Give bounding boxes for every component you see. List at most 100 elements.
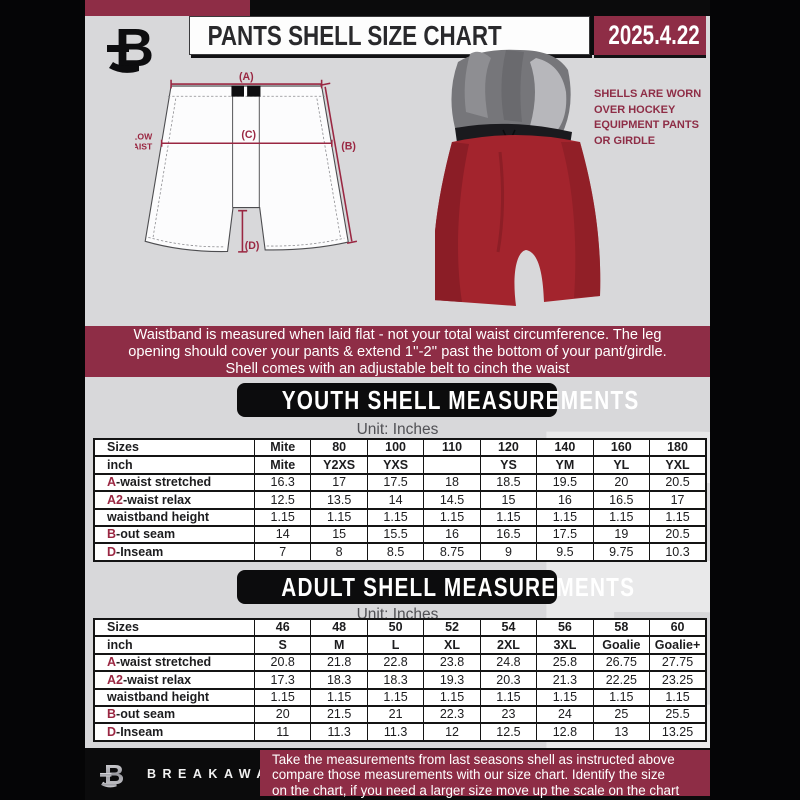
- table-cell: 10.3: [649, 542, 707, 562]
- flyer-page: B B PANTS SHELL SIZE CHART 2025.4.22: [85, 0, 710, 800]
- table-cell: [423, 455, 481, 475]
- table-cell: 11.3: [310, 722, 368, 742]
- table-cell: B-out seam: [93, 524, 255, 545]
- table-cell: 20.5: [649, 472, 707, 493]
- table-cell: 11: [253, 722, 312, 742]
- footer-brand-block: B BREAKAWAY: [99, 758, 279, 790]
- table-cell: S: [253, 635, 312, 655]
- table-cell: 26.75: [592, 652, 651, 673]
- table-row: waistband height 1.15 1.15 1.15 1.15 1.15 1.15…: [93, 507, 707, 527]
- table-cell: 17.3: [253, 670, 312, 690]
- measure-letter: A: [107, 655, 117, 670]
- table-cell: 1.15: [536, 507, 594, 527]
- table-cell: 14: [366, 490, 425, 510]
- table-cell: waistband height: [93, 507, 255, 527]
- table-cell: 20.5: [649, 524, 707, 545]
- table-cell: 8: [310, 542, 368, 562]
- table-cell: 1.15: [310, 507, 368, 527]
- table-row: B-out seam 14 15 15.5 16 16.5 17.5 19 20.5: [93, 524, 707, 545]
- footer-instructions: Take the measurements from last seasons …: [260, 750, 710, 798]
- table-cell: YXS: [366, 455, 425, 475]
- table-cell: Sizes: [93, 437, 255, 458]
- girdle-pads: [451, 49, 571, 138]
- table-cell: 12.5: [253, 490, 312, 510]
- table-cell: 3XL: [536, 635, 594, 655]
- table-cell: 9: [479, 542, 538, 562]
- table-row: A2-waist relax 17.3 18.3 18.3 19.3 20.3 21.3 22…: [93, 670, 707, 690]
- table-cell: 1.15: [649, 687, 707, 707]
- usage-note-line: OR GIRDLE: [594, 134, 656, 147]
- measure-letter: B: [107, 707, 117, 722]
- table-row: A2-waist relax 12.5 13.5 14 14.5 15 16 16.5 17: [93, 490, 707, 510]
- table-row: D-Inseam 7 8 8.5 8.75 9 9.5 9.75 10.3: [93, 542, 707, 562]
- measurement-labels: (A) (B) (C) (D) 7'' BELOW WAIST: [135, 71, 356, 252]
- footer-line: compare those measurements with our size…: [272, 767, 665, 783]
- table-cell: Goalie+: [649, 635, 707, 655]
- table-cell: 52: [423, 617, 481, 638]
- table-cell: 16: [423, 524, 481, 545]
- table-cell: 17: [649, 490, 707, 510]
- shorts-outline: [144, 85, 349, 253]
- table-cell: 180: [649, 437, 707, 458]
- footer-line: on the chart, if you need a larger size …: [272, 782, 680, 798]
- adult-size-table: Sizes 46 48 50 52 54 56 58 60 inch S M L XL 2XL 3XL Goal…: [93, 617, 707, 742]
- table-cell: YS: [479, 455, 538, 475]
- table-cell: 11.3: [366, 722, 425, 742]
- measure-letter: D: [107, 544, 117, 559]
- table-cell: 13.5: [310, 490, 368, 510]
- belt-buckle-right: [247, 85, 261, 97]
- table-cell: 9.75: [592, 542, 651, 562]
- table-cell: 22.8: [366, 652, 425, 673]
- table-cell: 13: [592, 722, 651, 742]
- table-cell: 12: [423, 722, 481, 742]
- table-cell: Mite: [253, 455, 312, 475]
- svg-text:B: B: [104, 759, 124, 790]
- table-cell: 1.15: [366, 507, 425, 527]
- table-cell: 24: [536, 704, 594, 725]
- youth-section-heading: YOUTH SHELL MEASUREMENTS: [237, 383, 638, 417]
- table-cell: 18.3: [310, 670, 368, 690]
- table-header-row: Sizes Mite 80 100 110 120 140 160 180: [93, 437, 707, 458]
- table-cell: 1.15: [423, 687, 481, 707]
- table-cell: 23.25: [649, 670, 707, 690]
- label-b: (B): [341, 141, 356, 153]
- table-row: waistband height 1.15 1.15 1.15 1.15 1.15 1.15…: [93, 687, 707, 707]
- banner-line: opening should cover your pants & extend…: [128, 344, 667, 360]
- table-cell: 25: [592, 704, 651, 725]
- table-cell: 18: [423, 472, 481, 493]
- shell-usage-note: SHELLS ARE WORN OVER HOCKEY EQUIPMENT PA…: [594, 87, 710, 149]
- label-c: (C): [241, 129, 256, 141]
- table-cell: M: [310, 635, 368, 655]
- table-cell: 21.5: [310, 704, 368, 725]
- usage-note-line: OVER HOCKEY: [594, 103, 676, 116]
- table-row: A-waist stretched 16.3 17 17.5 18 18.5 19.5 20 2…: [93, 472, 707, 493]
- table-cell: 12.8: [536, 722, 594, 742]
- label-d: (D): [245, 240, 260, 252]
- table-cell: 16.5: [479, 524, 538, 545]
- table-cell: 27.75: [649, 652, 707, 673]
- table-cell: 21.3: [536, 670, 594, 690]
- table-cell: 21: [366, 704, 425, 725]
- table-cell: waistband height: [93, 687, 255, 707]
- table-cell: A-waist stretched: [93, 652, 255, 673]
- table-cell: 19.5: [536, 472, 594, 493]
- table-cell: 120: [479, 437, 538, 458]
- adult-section-heading: ADULT SHELL MEASUREMENTS: [237, 570, 634, 604]
- table-cell: Y2XS: [310, 455, 368, 475]
- table-cell: 56: [536, 617, 594, 638]
- table-cell: 80: [310, 437, 368, 458]
- table-cell: 16: [536, 490, 594, 510]
- table-cell: 22.3: [423, 704, 481, 725]
- below-waist-label-line1: 7'' BELOW: [135, 131, 153, 141]
- table-cell: YM: [536, 455, 594, 475]
- table-cell: 13.25: [649, 722, 707, 742]
- breakaway-footer-logo-icon: B: [100, 759, 124, 790]
- table-cell: 110: [423, 437, 481, 458]
- table-cell: inch: [93, 455, 255, 475]
- table-cell: 15: [479, 490, 538, 510]
- table-cell: 48: [310, 617, 368, 638]
- table-row: A-waist stretched 20.8 21.8 22.8 23.8 24.8 25.…: [93, 652, 707, 673]
- date-text: 2025.4.22: [608, 20, 700, 50]
- table-cell: 46: [253, 617, 312, 638]
- table-row: inch S M L XL 2XL 3XL Goalie Goalie+: [93, 635, 707, 655]
